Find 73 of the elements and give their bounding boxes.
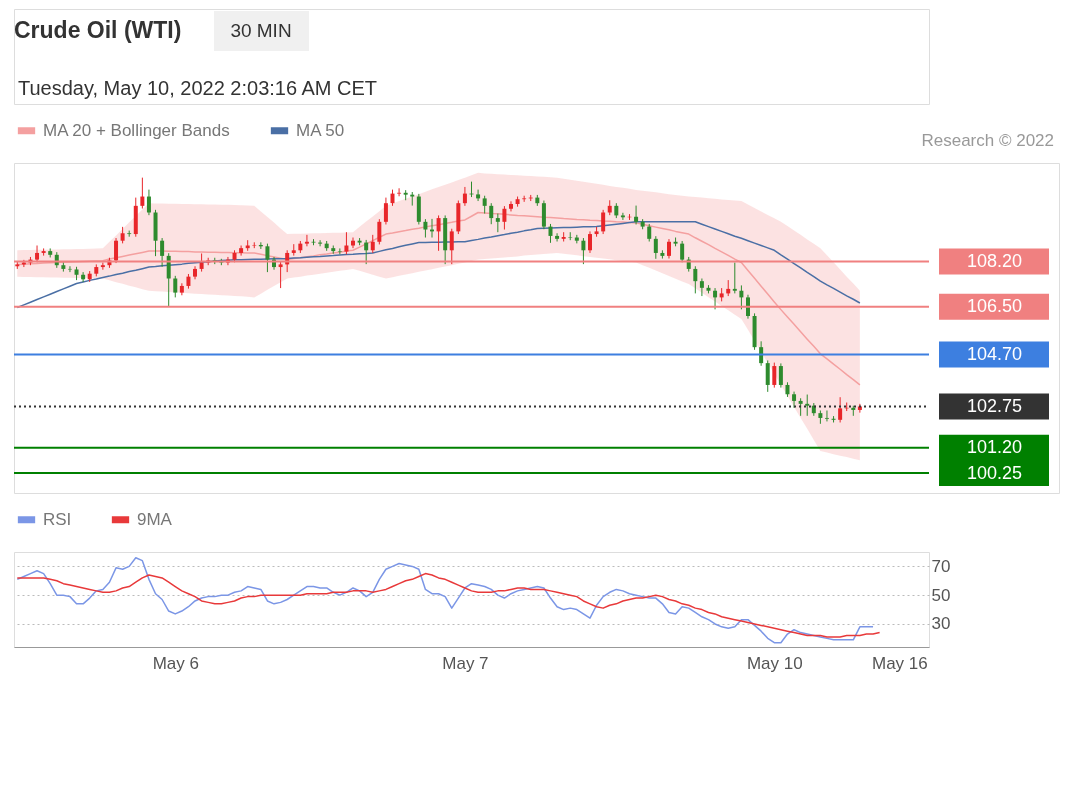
candlestick bbox=[140, 177, 145, 210]
candlestick bbox=[666, 238, 671, 260]
candlestick bbox=[370, 234, 375, 254]
candlestick bbox=[166, 252, 171, 308]
text: 30 MIN bbox=[230, 20, 292, 41]
candlestick bbox=[239, 245, 244, 257]
candlestick bbox=[495, 213, 500, 233]
candlestick bbox=[620, 212, 625, 221]
candlestick bbox=[548, 223, 553, 244]
candlestick bbox=[509, 200, 513, 212]
candlestick bbox=[173, 275, 178, 298]
candlestick bbox=[581, 237, 586, 265]
candlestick bbox=[35, 245, 40, 263]
candlestick bbox=[304, 234, 309, 247]
y-tick-label: 101.20 bbox=[966, 437, 1023, 458]
candlestick bbox=[100, 262, 105, 271]
x-tick-label: May 6 bbox=[152, 653, 199, 673]
candlestick bbox=[436, 214, 441, 252]
candlestick bbox=[476, 189, 481, 202]
candlestick bbox=[653, 235, 658, 260]
legend-label: MA 20 + Bollinger Bands bbox=[43, 120, 230, 140]
chart-subtitle: Tuesday, May 10, 2022 2:03:16 AM CET bbox=[18, 77, 378, 99]
x-tick-label: May 16 bbox=[872, 653, 928, 673]
candlestick bbox=[824, 410, 829, 422]
line-series bbox=[16, 557, 874, 644]
candlestick bbox=[351, 237, 356, 249]
y-tick-label: 70 bbox=[931, 556, 951, 576]
candlestick bbox=[634, 205, 639, 225]
candlestick bbox=[587, 230, 592, 254]
x-tick-label: May 7 bbox=[442, 653, 489, 673]
legend-label: RSI bbox=[43, 509, 72, 529]
candlestick bbox=[114, 237, 119, 264]
text: Research © 2022 bbox=[921, 131, 1054, 150]
candlestick bbox=[344, 231, 349, 255]
candlestick bbox=[199, 252, 204, 273]
candlestick bbox=[838, 396, 843, 423]
candlestick bbox=[160, 237, 165, 268]
y-tick-label: 104.70 bbox=[966, 344, 1023, 365]
y-tick-label: 50 bbox=[931, 585, 951, 605]
candlestick bbox=[318, 239, 323, 247]
candlestick bbox=[693, 265, 698, 294]
candlestick bbox=[449, 228, 454, 265]
candlestick bbox=[397, 187, 402, 197]
candlestick bbox=[805, 394, 810, 417]
candlestick bbox=[502, 205, 507, 231]
candlestick bbox=[278, 261, 283, 289]
candlestick bbox=[772, 362, 777, 389]
candlestick bbox=[377, 218, 382, 245]
candlestick bbox=[555, 232, 560, 243]
line-series bbox=[16, 572, 881, 638]
candlestick bbox=[765, 359, 770, 393]
candlestick bbox=[732, 262, 737, 294]
candlestick bbox=[699, 278, 704, 297]
y-tick-label: 100.25 bbox=[966, 462, 1023, 483]
y-tick-label: 30 bbox=[931, 614, 951, 634]
candlestick bbox=[778, 362, 783, 389]
candlestick bbox=[265, 243, 270, 273]
y-tick-label: 102.75 bbox=[966, 396, 1023, 417]
candlestick bbox=[383, 197, 388, 225]
candlestick bbox=[601, 209, 606, 235]
x-tick-label: May 10 bbox=[746, 653, 803, 673]
candlestick bbox=[364, 239, 369, 265]
y-tick-label: 106.50 bbox=[966, 296, 1023, 317]
candlestick bbox=[146, 189, 151, 216]
candlestick bbox=[792, 391, 797, 409]
chart-title: Crude Oil (WTI) bbox=[14, 17, 182, 43]
candlestick bbox=[489, 202, 494, 225]
legend-label: MA 50 bbox=[296, 120, 345, 140]
candlestick bbox=[462, 186, 467, 207]
candlestick bbox=[541, 200, 546, 230]
y-tick-label: 108.20 bbox=[966, 250, 1023, 271]
candlestick bbox=[423, 218, 428, 239]
legend-label: 9MA bbox=[137, 509, 173, 529]
